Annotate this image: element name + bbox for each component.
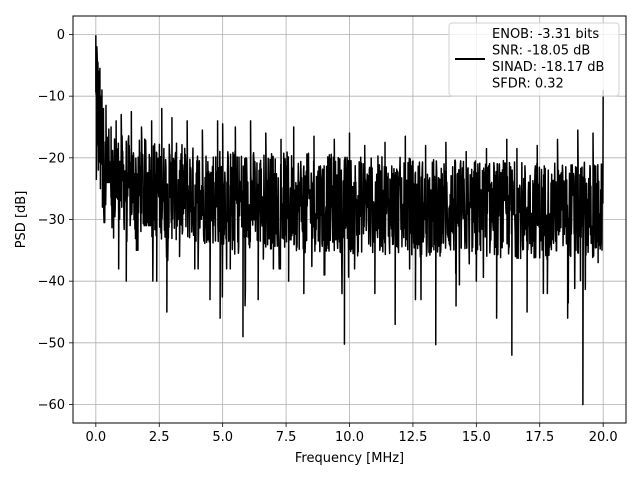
y-axis-label: PSD [dB] [14, 191, 29, 249]
y-tick-label: −40 [38, 275, 65, 290]
y-tick-label: −30 [38, 213, 65, 228]
legend-enob: ENOB: -3.31 bits [492, 27, 599, 42]
y-tick-label: −60 [38, 398, 65, 413]
x-tick-label: 0.0 [85, 430, 106, 445]
plot-area [95, 34, 604, 406]
x-tick-label: 5.0 [212, 430, 233, 445]
legend-snr: SNR: -18.05 dB [492, 44, 590, 59]
y-tick-label: −20 [38, 151, 65, 166]
x-tick-label: 17.5 [525, 430, 554, 445]
legend-box [448, 22, 620, 97]
y-tick-label: −50 [38, 336, 65, 351]
x-tick-label: 2.5 [149, 430, 170, 445]
x-axis-label: Frequency [MHz] [295, 451, 404, 466]
y-axis-ticks: 0 −10 −20 −30 −40 −50 −60 [38, 28, 73, 413]
x-tick-label: 12.5 [398, 430, 427, 445]
legend-sfdr: SFDR: 0.32 [492, 77, 564, 92]
x-tick-label: 7.5 [276, 430, 297, 445]
x-tick-label: 10.0 [335, 430, 364, 445]
y-tick-label: −10 [38, 90, 65, 105]
legend: ENOB: -3.31 bits SNR: -18.05 dB SINAD: -… [448, 22, 620, 97]
x-tick-label: 15.0 [462, 430, 491, 445]
y-tick-label: 0 [57, 28, 65, 43]
psd-series-line [95, 34, 604, 406]
legend-sinad: SINAD: -18.17 dB [492, 60, 604, 75]
x-axis-ticks: 0.0 2.5 5.0 7.5 10.0 12.5 15.0 17.5 20.0 [85, 423, 618, 445]
x-tick-label: 20.0 [589, 430, 618, 445]
